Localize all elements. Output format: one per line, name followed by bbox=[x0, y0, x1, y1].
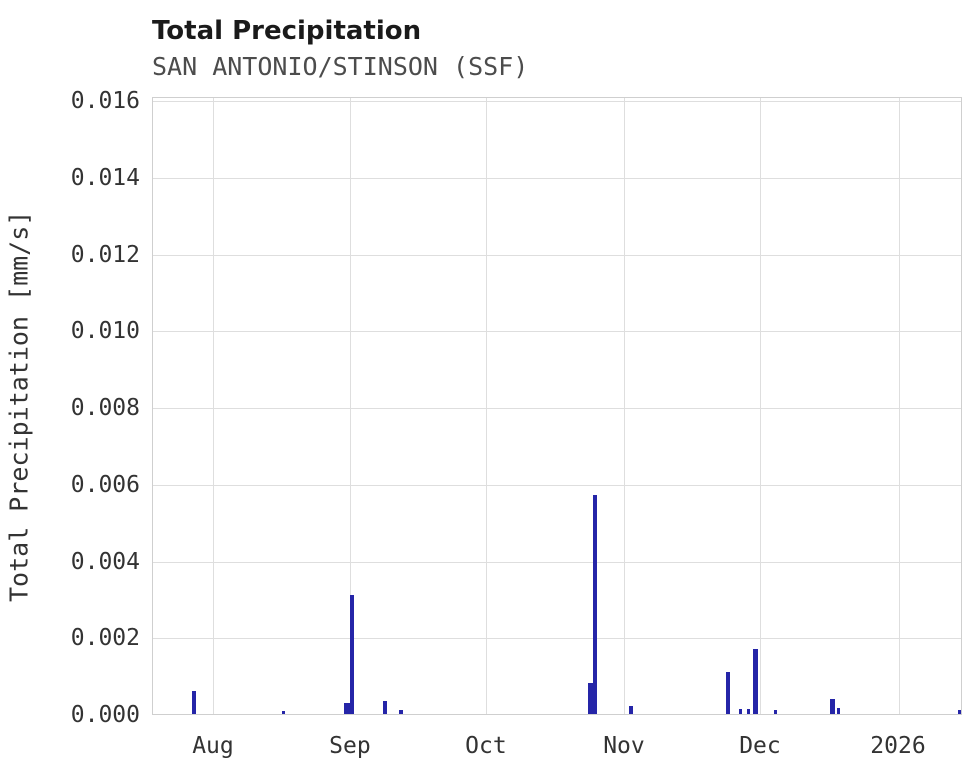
v-gridline bbox=[350, 98, 352, 714]
precipitation-bar bbox=[957, 710, 961, 714]
y-tick-label: 0.010 bbox=[70, 318, 140, 345]
precipitation-bar bbox=[343, 702, 350, 714]
precipitation-bar bbox=[746, 709, 750, 714]
precipitation-bar bbox=[399, 710, 404, 714]
h-gridline bbox=[153, 408, 961, 409]
precipitation-bar bbox=[191, 690, 196, 714]
h-gridline bbox=[153, 177, 961, 179]
precipitation-bar bbox=[829, 698, 835, 714]
x-tick-label: Oct bbox=[465, 733, 507, 759]
precipitation-bar bbox=[753, 648, 759, 714]
y-tick-label: 0.016 bbox=[70, 88, 140, 114]
chart-title: Total Precipitation bbox=[152, 16, 422, 46]
x-tick-label: Sep bbox=[329, 733, 371, 759]
h-gridline bbox=[153, 101, 961, 102]
x-tick-label: 2026 bbox=[870, 733, 926, 759]
chart-subtitle: SAN ANTONIO/STINSON (SSF) bbox=[152, 52, 529, 81]
precipitation-bar bbox=[382, 700, 387, 714]
precipitation-bar bbox=[738, 709, 742, 714]
v-gridline bbox=[760, 98, 762, 714]
h-gridline bbox=[153, 638, 961, 640]
h-gridline bbox=[153, 561, 961, 563]
y-tick-label: 0.000 bbox=[70, 702, 140, 728]
v-gridline bbox=[624, 98, 626, 714]
h-gridline bbox=[153, 331, 961, 333]
precipitation-bar bbox=[837, 708, 841, 714]
precipitation-bar bbox=[350, 595, 355, 714]
precipitation-bar bbox=[628, 706, 633, 714]
v-gridline bbox=[486, 98, 488, 714]
x-tick-label: Dec bbox=[739, 733, 781, 759]
precipitation-bar bbox=[593, 495, 598, 714]
v-gridline bbox=[898, 98, 900, 714]
y-tick-label: 0.012 bbox=[70, 241, 140, 268]
h-gridline bbox=[153, 484, 961, 486]
precipitation-bar bbox=[588, 683, 597, 714]
y-tick-label: 0.008 bbox=[70, 395, 140, 421]
precipitation-bar bbox=[726, 671, 731, 714]
x-tick-label: Aug bbox=[192, 733, 234, 759]
h-gridline bbox=[153, 254, 961, 256]
precipitation-bar bbox=[774, 710, 778, 714]
x-tick-label: Nov bbox=[603, 733, 645, 759]
y-tick-label: 0.006 bbox=[70, 471, 140, 498]
v-gridline bbox=[213, 98, 215, 714]
y-tick-label: 0.004 bbox=[70, 548, 140, 575]
precipitation-bar bbox=[282, 710, 286, 714]
y-tick-label: 0.014 bbox=[70, 164, 140, 191]
plot-area bbox=[152, 97, 962, 715]
y-tick-label: 0.002 bbox=[70, 625, 140, 652]
